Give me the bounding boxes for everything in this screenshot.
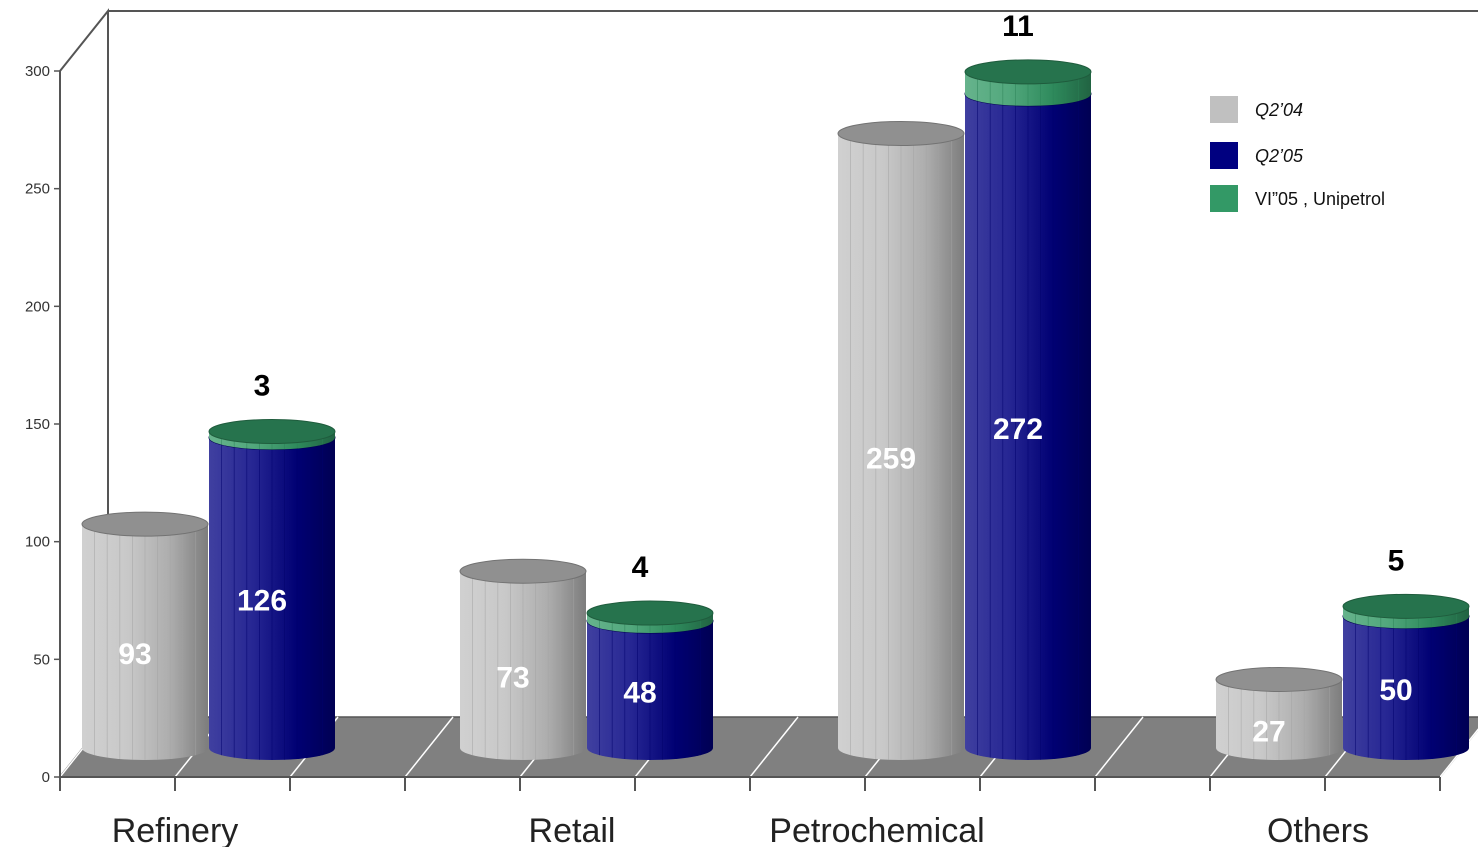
category-label: Others — [1267, 812, 1369, 847]
bar-VI”05 , Unipetrol — [1342, 593, 1470, 629]
data-label: 11 — [1002, 10, 1034, 43]
bar-Q2’04 — [1215, 666, 1343, 760]
cylinder-top — [208, 418, 336, 444]
cylinder-top — [459, 558, 587, 584]
bar-VI”05 , Unipetrol — [964, 59, 1092, 106]
legend-swatch — [1210, 142, 1238, 169]
y-tick-label: 0 — [42, 769, 50, 786]
cylinder-top — [1342, 593, 1470, 619]
floor-grid-line — [1094, 716, 1144, 778]
data-label: 126 — [237, 585, 287, 618]
legend-swatch — [1210, 185, 1238, 212]
bar-VI”05 , Unipetrol — [208, 418, 336, 450]
x-axis: Refinery Retail Petrochemical Others — [59, 776, 1441, 847]
floor-grid-line — [749, 716, 799, 778]
data-label: 27 — [1252, 716, 1285, 749]
cylinder-top — [964, 59, 1092, 85]
data-label: 259 — [866, 443, 916, 476]
data-label: 93 — [118, 638, 151, 671]
cylinder-top — [81, 511, 209, 537]
floor-grid-line — [404, 716, 454, 778]
y-tick-label: 100 — [25, 534, 50, 551]
data-label: 272 — [993, 413, 1043, 446]
category-label: Petrochemical — [769, 812, 984, 847]
bars — [81, 59, 1470, 761]
data-label: 4 — [632, 551, 649, 584]
y-tick-label: 300 — [25, 63, 50, 80]
y-tick-label: 250 — [25, 181, 50, 198]
category-label: Retail — [529, 812, 616, 847]
y-tick-label: 200 — [25, 298, 50, 315]
data-label: 73 — [496, 662, 529, 695]
data-labels: 93 126 3 73 48 4 259 272 11 27 50 5 — [118, 10, 1412, 749]
legend-entry: Q2’05 — [1255, 146, 1304, 166]
category-label: Refinery — [112, 812, 239, 847]
legend-entry: VI”05 , Unipetrol — [1255, 189, 1385, 209]
bar-VI”05 , Unipetrol — [586, 600, 714, 634]
y-tick-label: 150 — [25, 416, 50, 433]
bar-Q2’04 — [81, 511, 209, 760]
bar-Q2’04 — [459, 558, 587, 760]
y-axis: 0 50 100 150 200 250 300 — [25, 63, 61, 786]
legend-swatch — [1210, 96, 1238, 123]
data-label: 48 — [623, 677, 656, 710]
data-label: 50 — [1379, 674, 1412, 707]
data-label: 5 — [1388, 544, 1405, 577]
legend: Q2’04 Q2’05 VI”05 , Unipetrol — [1210, 96, 1385, 212]
data-label: 3 — [254, 369, 271, 402]
bar-Q2’04 — [837, 120, 965, 760]
cylinder-top — [1215, 666, 1343, 692]
y-tick-label: 50 — [33, 651, 50, 668]
cylinder-top — [586, 600, 714, 626]
legend-entry: Q2’04 — [1255, 100, 1303, 120]
cylinder-top — [837, 120, 965, 146]
